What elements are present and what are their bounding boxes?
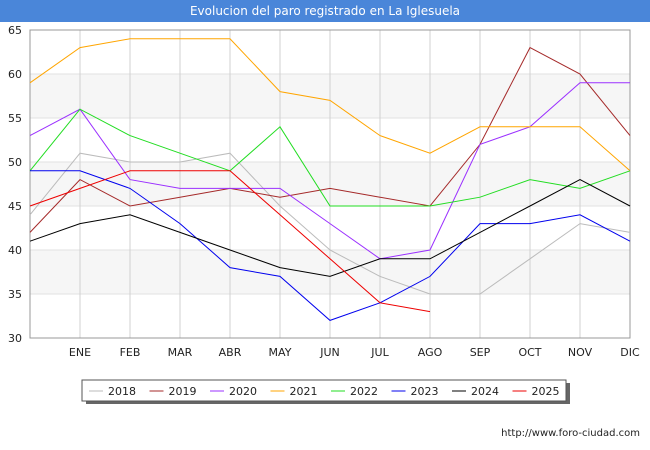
x-tick-label: MAR bbox=[168, 346, 193, 359]
series-line-2025 bbox=[29, 170, 431, 313]
y-tick-label: 50 bbox=[8, 156, 22, 169]
x-tick-label: MAY bbox=[269, 346, 292, 359]
y-tick-label: 45 bbox=[8, 200, 22, 213]
x-tick-label: SEP bbox=[470, 346, 491, 359]
legend-label: 2024 bbox=[471, 385, 499, 398]
series-line-2022 bbox=[29, 108, 631, 207]
series-line-2023 bbox=[30, 170, 631, 321]
x-axis-ticks: ENE FEB MAR ABR MAY JUN JUL AGO SEP OCT NOV DIC bbox=[69, 346, 640, 359]
x-tick-label: AGO bbox=[418, 346, 443, 359]
legend-label: 2019 bbox=[169, 385, 197, 398]
legend-label: 2023 bbox=[411, 385, 439, 398]
x-tick-label: FEB bbox=[120, 346, 141, 359]
legend-box bbox=[81, 379, 567, 402]
footer-url: http://www.foro-ciudad.com bbox=[501, 428, 640, 439]
legend-label: 2025 bbox=[532, 385, 560, 398]
x-tick-label: ABR bbox=[219, 346, 242, 359]
x-tick-label: OCT bbox=[518, 346, 541, 359]
y-tick-label: 60 bbox=[8, 68, 22, 81]
legend-label: 2020 bbox=[229, 385, 257, 398]
legend-label: 2018 bbox=[108, 385, 136, 398]
series-line-2018 bbox=[29, 152, 631, 295]
x-tick-label: DIC bbox=[620, 346, 640, 359]
legend: 2018 2019 2020 2021 2022 2023 2024 2025 bbox=[81, 379, 570, 404]
series-line-2019 bbox=[29, 46, 631, 233]
x-tick-label: JUN bbox=[319, 346, 340, 359]
y-tick-label: 35 bbox=[8, 288, 22, 301]
legend-label: 2022 bbox=[350, 385, 378, 398]
y-tick-label: 65 bbox=[8, 24, 22, 37]
y-axis-ticks: 30 35 40 45 50 55 60 65 bbox=[8, 24, 22, 345]
chart-title: Evolucion del paro registrado en La Igle… bbox=[0, 0, 650, 22]
series-line-2024 bbox=[29, 179, 631, 277]
y-tick-label: 55 bbox=[8, 112, 22, 125]
series-lines bbox=[29, 38, 631, 321]
x-tick-label: JUL bbox=[370, 346, 389, 359]
x-tick-label: NOV bbox=[568, 346, 593, 359]
y-tick-label: 30 bbox=[8, 332, 22, 345]
y-tick-label: 40 bbox=[8, 244, 22, 257]
x-tick-label: ENE bbox=[69, 346, 91, 359]
legend-label: 2021 bbox=[290, 385, 318, 398]
series-line-2021 bbox=[29, 38, 631, 172]
plot-frame bbox=[29, 29, 631, 339]
